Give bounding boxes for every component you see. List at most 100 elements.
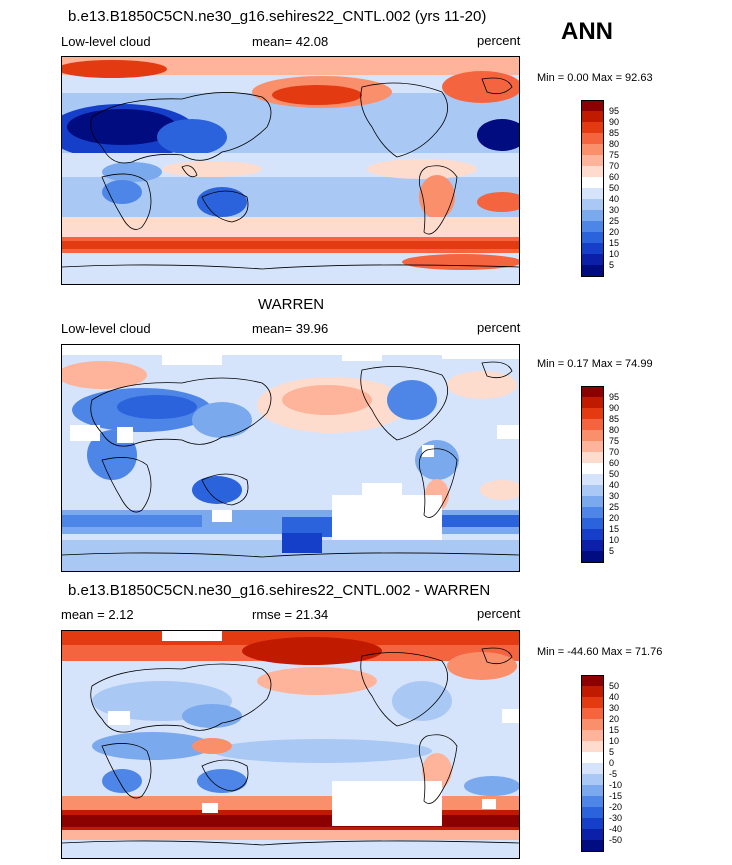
colorbar-label: 80 (609, 139, 620, 149)
colorbar-label: 50 (609, 183, 620, 193)
colorbar-label: 90 (609, 117, 620, 127)
colorbar-swatch (581, 474, 604, 485)
colorbar-label: 5 (609, 747, 615, 757)
colorbar-label: 70 (609, 161, 620, 171)
colorbar-swatch (581, 774, 604, 785)
colorbar-label: -20 (609, 802, 623, 812)
colorbar-swatch (581, 122, 604, 133)
colorbar-label: 85 (609, 414, 620, 424)
colorbar-label: 20 (609, 513, 620, 523)
colorbar-label: 70 (609, 447, 620, 457)
colorbar-swatch (581, 686, 604, 697)
min-max-label: Min = -44.60 Max = 71.76 (537, 646, 663, 658)
colorbar-swatch (581, 166, 604, 177)
cloud-map (61, 56, 520, 285)
colorbar-label: -40 (609, 824, 623, 834)
colorbar-swatch (581, 507, 604, 518)
colorbar-swatch (581, 708, 604, 719)
colorbar-swatch (581, 177, 604, 188)
colorbar-label: -15 (609, 791, 623, 801)
colorbar-label: 75 (609, 150, 620, 160)
mean-label: mean= 42.08 (252, 34, 329, 49)
colorbar-swatch (581, 452, 604, 463)
colorbar-swatch (581, 265, 604, 277)
colorbar-label: 80 (609, 425, 620, 435)
colorbar-swatch (581, 221, 604, 232)
colorbar-label: 85 (609, 128, 620, 138)
colorbar-label: 15 (609, 238, 620, 248)
colorbar-label: 30 (609, 205, 620, 215)
colorbar-label: 75 (609, 436, 620, 446)
colorbar-swatch (581, 840, 604, 852)
colorbar-label: 30 (609, 491, 620, 501)
colorbar-swatch (581, 829, 604, 840)
season-label: ANN (561, 18, 613, 45)
colorbar-label: 20 (609, 227, 620, 237)
colorbar-label: -5 (609, 769, 618, 779)
colorbar-swatch (581, 254, 604, 265)
difference-map-graphic (62, 631, 519, 858)
colorbar-swatch (581, 807, 604, 818)
colorbar-label: 50 (609, 681, 620, 691)
colorbar-swatch (581, 540, 604, 551)
colorbar-swatch (581, 752, 604, 763)
mean-label: mean = 2.12 (61, 607, 134, 622)
colorbar-label: 5 (609, 260, 615, 270)
colorbar-swatch (581, 785, 604, 796)
colorbar-swatch (581, 419, 604, 430)
colorbar-swatch (581, 551, 604, 563)
colorbar-label: 50 (609, 469, 620, 479)
colorbar-label: 15 (609, 524, 620, 534)
colorbar-swatch (581, 232, 604, 243)
colorbar-swatch (581, 719, 604, 730)
variable-label: Low-level cloud (61, 34, 151, 49)
colorbar-label: 15 (609, 725, 620, 735)
cloud-map-graphic (62, 345, 519, 571)
mean-label: mean= 39.96 (252, 321, 329, 336)
colorbar-swatch (581, 144, 604, 155)
colorbar-swatch (581, 188, 604, 199)
colorbar-swatch (581, 763, 604, 774)
colorbar-swatch (581, 485, 604, 496)
units-label: percent (477, 606, 521, 621)
colorbar-swatch (581, 818, 604, 829)
difference-map (61, 630, 520, 859)
colorbar-swatch (581, 741, 604, 752)
colorbar-label: 30 (609, 703, 620, 713)
colorbar-label: 10 (609, 535, 620, 545)
colorbar-swatch (581, 210, 604, 221)
colorbar-label: -50 (609, 835, 623, 845)
min-max-label: Min = 0.00 Max = 92.63 (537, 72, 653, 84)
colorbar-swatch (581, 199, 604, 210)
colorbar-label: -10 (609, 780, 623, 790)
colorbar-swatch (581, 100, 604, 112)
colorbar-label: 90 (609, 403, 620, 413)
rmse-label: rmse = 21.34 (252, 607, 329, 622)
colorbar-swatch (581, 675, 604, 687)
min-max-label: Min = 0.17 Max = 74.99 (537, 358, 653, 370)
variable-label: Low-level cloud (61, 321, 151, 336)
colorbar-label: 40 (609, 692, 620, 702)
colorbar-swatch (581, 155, 604, 166)
colorbar-label: 95 (609, 106, 620, 116)
colorbar-label: 10 (609, 736, 620, 746)
colorbar-label: 25 (609, 502, 620, 512)
colorbar-swatch (581, 518, 604, 529)
colorbar-label: 60 (609, 172, 620, 182)
colorbar-swatch (581, 463, 604, 474)
colorbar-swatch (581, 397, 604, 408)
colorbar-label: -30 (609, 813, 623, 823)
colorbar-label: 60 (609, 458, 620, 468)
panel-title: b.e13.B1850C5CN.ne30_g16.sehires22_CNTL.… (68, 8, 487, 25)
colorbar-swatch (581, 386, 604, 398)
panel-title: WARREN (258, 296, 325, 313)
colorbar-swatch (581, 496, 604, 507)
colorbar-swatch (581, 441, 604, 452)
colorbar-swatch (581, 243, 604, 254)
cloud-map (61, 344, 520, 572)
colorbar-swatch (581, 408, 604, 419)
panel-title: b.e13.B1850C5CN.ne30_g16.sehires22_CNTL.… (68, 582, 491, 599)
colorbar-label: 5 (609, 546, 615, 556)
colorbar-label: 20 (609, 714, 620, 724)
cloud-map-graphic (62, 57, 519, 284)
